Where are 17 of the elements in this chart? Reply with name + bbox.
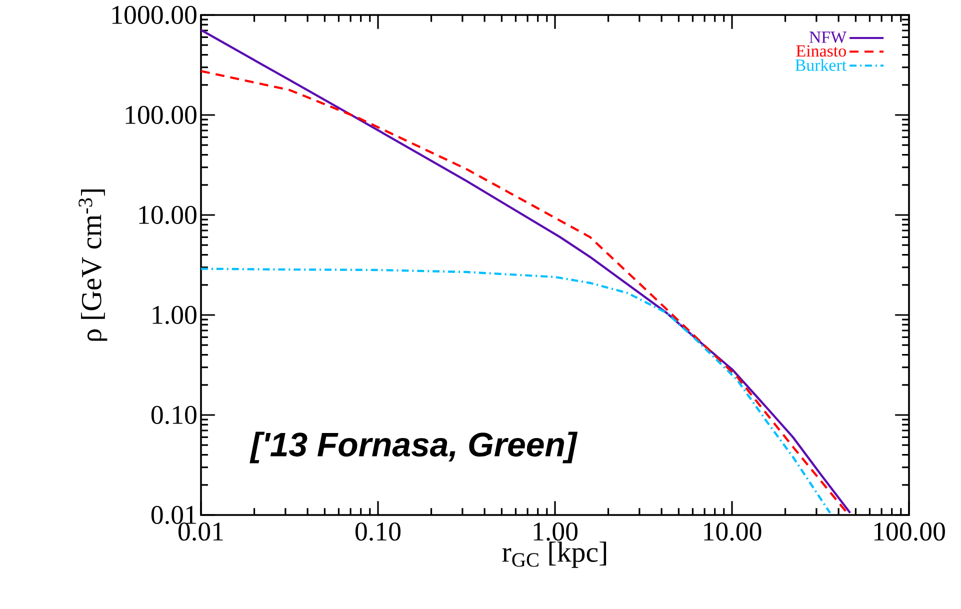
y-tick-label: 0.01	[151, 506, 196, 524]
y-tick-label: 10.00	[139, 206, 196, 224]
y-tick-label: 1000.00	[112, 6, 196, 24]
legend-label: Burkert	[795, 58, 846, 71]
annotation: ['13 Fornasa, Green]	[250, 432, 578, 464]
x-axis-title: r$_{GC}$ [kpc]	[502, 542, 606, 568]
legend-label: NFW	[809, 32, 847, 44]
x-tick-label: 0.10	[355, 522, 401, 541]
x-tick-label: 10.00	[704, 522, 762, 541]
y-tick-label: 1.00	[152, 306, 196, 324]
legend-label: Einasto	[796, 45, 846, 57]
y-tick-label: 0.10	[151, 406, 196, 424]
x-tick-label: 0.01	[178, 522, 223, 541]
x-tick-label: 1.00	[534, 522, 578, 541]
x-tick-label: 100.00	[874, 522, 945, 541]
y-tick-label: 100.00	[126, 106, 196, 124]
y-axis-title: ρ [GeV cm$^{-3}$]	[78, 189, 108, 341]
